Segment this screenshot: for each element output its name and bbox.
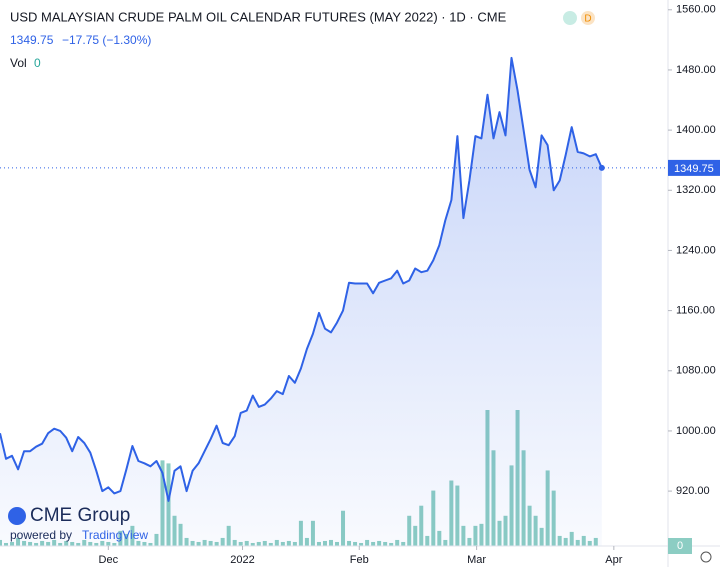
last-price: 1349.75 bbox=[10, 33, 54, 47]
badge-bg bbox=[581, 11, 595, 25]
volume-tag bbox=[668, 538, 692, 554]
last-point bbox=[598, 164, 605, 171]
last-price-tag bbox=[668, 159, 720, 176]
last-price-tag-text: 1349.75 bbox=[674, 163, 714, 175]
area-fill bbox=[0, 57, 602, 547]
volume-tag-text: 0 bbox=[677, 540, 683, 552]
status-dot bbox=[563, 11, 577, 25]
y-tick-label: 1000.00 bbox=[676, 425, 716, 437]
y-tick-label: 1560.00 bbox=[676, 4, 716, 16]
volume-value: 0 bbox=[34, 56, 41, 70]
y-tick-label: 1480.00 bbox=[676, 64, 716, 76]
logo-text: CME Group bbox=[30, 505, 130, 526]
x-tick-label: Feb bbox=[350, 554, 369, 566]
y-tick-label: 1320.00 bbox=[676, 184, 716, 196]
logo-icon bbox=[8, 507, 26, 525]
badge: D bbox=[584, 14, 591, 25]
provider: TradingView bbox=[82, 528, 148, 542]
powered-by: powered by bbox=[10, 528, 72, 542]
price-line bbox=[0, 56, 603, 502]
settings-icon[interactable] bbox=[700, 551, 712, 563]
branding: CME Group powered by TradingView bbox=[8, 505, 148, 542]
y-tick-label: 1160.00 bbox=[676, 305, 715, 317]
plot-area bbox=[0, 56, 668, 547]
volume-label: Vol bbox=[10, 56, 27, 70]
x-tick-label: Dec bbox=[99, 554, 119, 566]
price-change: −17.75 (−1.30%) bbox=[62, 33, 151, 47]
x-tick-label: 2022 bbox=[230, 554, 254, 566]
chart-title: USD MALAYSIAN CRUDE PALM OIL CALENDAR FU… bbox=[10, 9, 507, 24]
x-tick-label: Mar bbox=[467, 554, 486, 566]
y-tick-label: 1400.00 bbox=[676, 124, 716, 136]
y-tick-label: 1080.00 bbox=[676, 365, 716, 377]
y-tick-label: 1240.00 bbox=[676, 244, 716, 256]
x-tick-label: Apr bbox=[605, 554, 622, 566]
y-tick-label: 920.00 bbox=[676, 485, 710, 497]
